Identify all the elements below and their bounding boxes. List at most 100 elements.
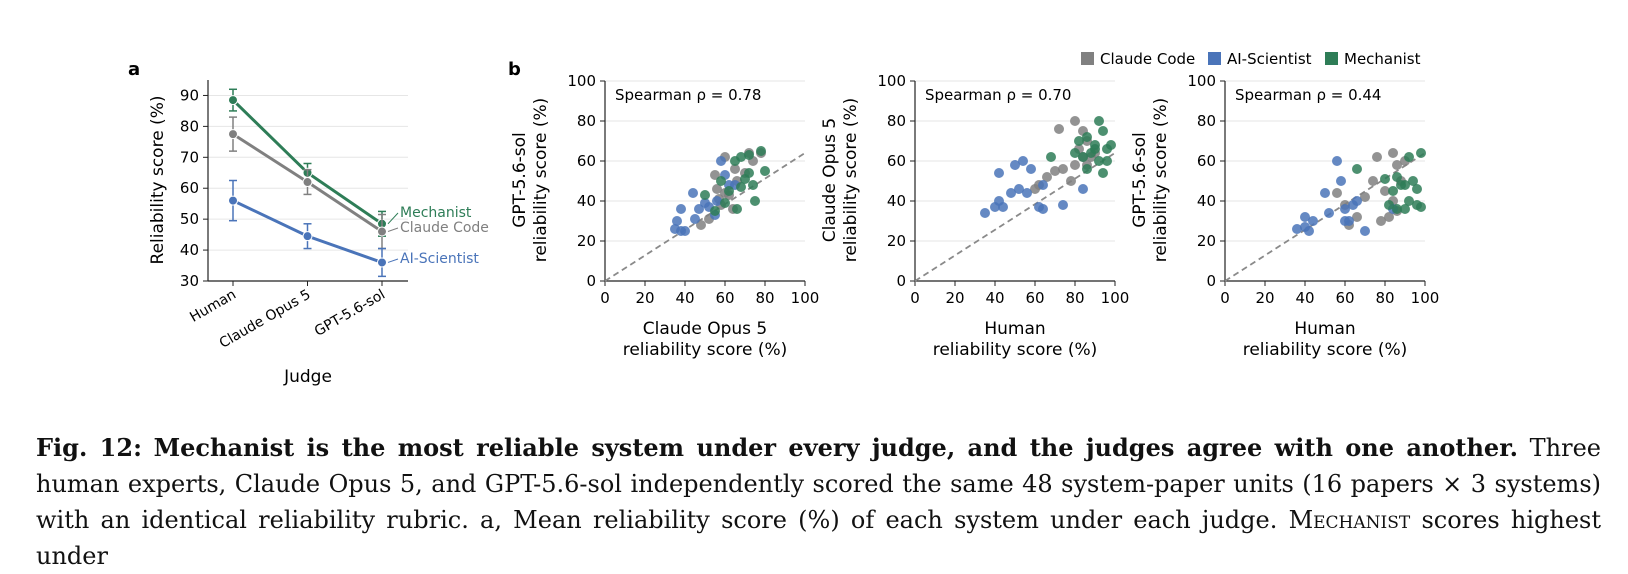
- scatter-point: [1408, 176, 1418, 186]
- identity-line: [1224, 152, 1426, 282]
- y-tick-label: 90: [180, 86, 199, 104]
- scatter-point: [1320, 188, 1330, 198]
- data-point: [228, 95, 238, 106]
- x-tick-label: Human: [187, 287, 239, 326]
- scatter-point: [1070, 148, 1080, 158]
- y-tick-label: 70: [180, 148, 199, 166]
- end-label-leader: [387, 258, 399, 263]
- scatter-point: [1400, 204, 1410, 214]
- scatter-point: [1304, 226, 1314, 236]
- scatter-point: [1372, 152, 1382, 162]
- y-tick-label: 80: [1197, 112, 1216, 130]
- scatter-point: [672, 216, 682, 226]
- scatter-point: [1014, 184, 1024, 194]
- y-axis-label-line2: reliability score (%): [531, 98, 551, 263]
- legend-label: Mechanist: [1344, 50, 1421, 68]
- series-line: [231, 99, 383, 226]
- scatter-point: [1392, 172, 1402, 182]
- series-end-label: AI-Scientist: [400, 251, 479, 267]
- scatter-point: [1392, 204, 1402, 214]
- scatter-point: [760, 166, 770, 176]
- x-tick-label: 100: [1101, 289, 1130, 307]
- legend-label: AI-Scientist: [1227, 50, 1312, 68]
- y-tick-label: 40: [180, 241, 199, 259]
- y-tick-label: 20: [887, 232, 906, 250]
- y-tick-label: 60: [1197, 152, 1216, 170]
- scatter-point: [748, 180, 758, 190]
- scatter-point: [1392, 160, 1402, 170]
- scatter-point: [1098, 168, 1108, 178]
- y-tick-label: 40: [1197, 192, 1216, 210]
- scatter-point: [1360, 192, 1370, 202]
- scatter-point: [744, 150, 754, 160]
- scatter-point: [1324, 208, 1334, 218]
- scatter-point: [1388, 148, 1398, 158]
- scatter-point: [1066, 176, 1076, 186]
- y-tick-label: 80: [577, 112, 596, 130]
- scatter-point: [1038, 180, 1048, 190]
- scatter-plot-3: 00 20 20 40 40 60 60 80 80 100 100 Spearman ρ = 0.4…: [1130, 72, 1439, 360]
- scatter-point: [716, 156, 726, 166]
- x-axis-label: Judge: [283, 367, 332, 387]
- figure: a 30 40 50 60 70 80 90 Human Claude Opus 5 GPT-5.6…: [128, 50, 1439, 387]
- y-tick-label: 20: [577, 232, 596, 250]
- x-tick-label: 80: [1375, 289, 1394, 307]
- x-axis-label-line2: reliability score (%): [933, 340, 1098, 360]
- y-tick-label: 100: [877, 72, 906, 90]
- scatter-point: [1352, 212, 1362, 222]
- caption-fig-label: Fig. 12:: [36, 433, 142, 462]
- scatter-point: [1404, 152, 1414, 162]
- data-point: [377, 226, 387, 237]
- spearman-annotation: Spearman ρ = 0.70: [925, 86, 1071, 104]
- scatter-point: [1054, 124, 1064, 134]
- scatter-point: [1352, 164, 1362, 174]
- x-tick-label: GPT-5.6-sol: [312, 287, 388, 340]
- y-tick-label: 40: [887, 192, 906, 210]
- x-axis-label-line1: Human: [1294, 319, 1355, 339]
- y-tick-label: 80: [180, 117, 199, 135]
- y-tick-label: 60: [887, 152, 906, 170]
- x-tick-label: 40: [1295, 289, 1314, 307]
- data-point: [228, 195, 238, 206]
- y-tick-label: 50: [180, 210, 199, 228]
- y-axis-label-line2: reliability score (%): [841, 98, 861, 263]
- scatter-point: [712, 184, 722, 194]
- scatter-point: [716, 176, 726, 186]
- y-axis-label-line1: GPT-5.6-sol: [1130, 132, 1150, 228]
- scatter-point: [688, 188, 698, 198]
- scatter-point: [1416, 148, 1426, 158]
- scatter-point: [1416, 202, 1426, 212]
- scatter-point: [1030, 184, 1040, 194]
- scatter-point: [1010, 160, 1020, 170]
- scatter-point: [1106, 140, 1116, 150]
- scatter-plot-1: 00 20 20 40 40 60 60 80 80 100 100 Spearman ρ = 0.7…: [510, 72, 819, 360]
- y-axis-label-line1: GPT-5.6-sol: [510, 132, 530, 228]
- scatter-point: [1046, 152, 1056, 162]
- scatter-point: [732, 204, 742, 214]
- y-tick-label: 40: [577, 192, 596, 210]
- data-point: [302, 231, 313, 242]
- scatter-point: [980, 208, 990, 218]
- scatter-point: [1082, 132, 1092, 142]
- x-tick-label: 40: [985, 289, 1004, 307]
- scatter-point: [1102, 156, 1112, 166]
- x-tick-label: 40: [675, 289, 694, 307]
- y-tick-label: 0: [1206, 272, 1216, 290]
- data-point: [302, 177, 313, 188]
- scatter-point: [1098, 126, 1108, 136]
- scatter-point: [730, 164, 740, 174]
- data-point: [377, 257, 387, 268]
- scatter-point: [1006, 188, 1016, 198]
- scatter-point: [1340, 216, 1350, 226]
- scatter-point: [712, 196, 722, 206]
- x-tick-label: 80: [755, 289, 774, 307]
- scatter-point: [1380, 186, 1390, 196]
- scatter-point: [1352, 196, 1362, 206]
- scatter-point: [1336, 176, 1346, 186]
- scatter-point: [1078, 152, 1088, 162]
- x-tick-label: 0: [600, 289, 610, 307]
- scatter-point: [1388, 186, 1398, 196]
- scatter-point: [1340, 204, 1350, 214]
- y-axis-label-line1: Claude Opus 5: [820, 118, 840, 242]
